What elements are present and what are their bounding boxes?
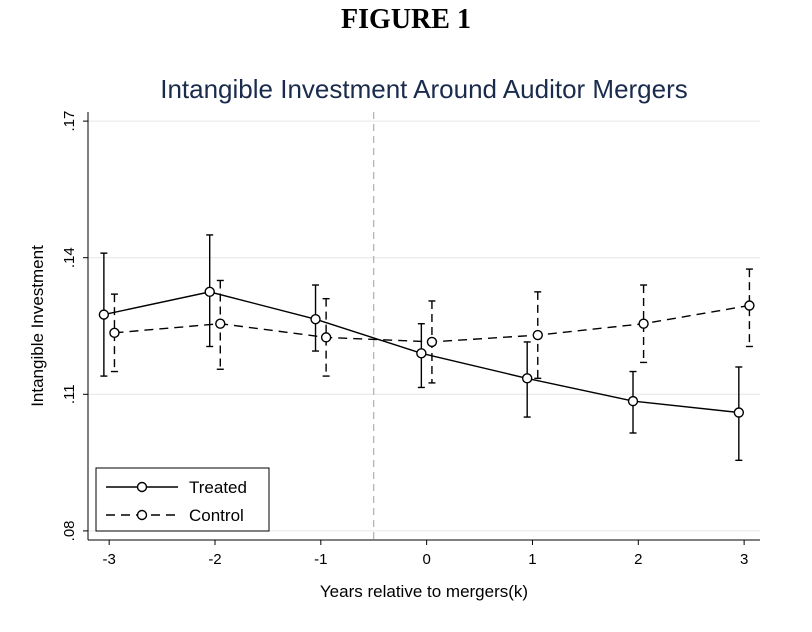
legend-control-marker [136,509,148,521]
control-point [426,336,438,348]
y-tick-label: .08 [61,520,78,541]
x-tick-label: 2 [634,551,642,568]
legend-control-label: Control [189,506,244,525]
treated-point [310,313,321,325]
treated-point [733,407,745,418]
figure-heading: FIGURE 1 [341,4,471,35]
y-axis-title: Intangible Investment [28,245,47,407]
treated-point [204,286,215,298]
treated-point [416,348,427,359]
x-axis-title: Years relative to mergers(k) [320,582,528,601]
ticks: .08 .11 .14 .17 -3 -2 -1 0 1 2 3 [61,111,748,568]
axes [87,112,760,541]
control-point [109,327,120,339]
control-point [320,332,332,343]
legend-treated-marker [136,481,148,493]
x-tick-label: 3 [740,551,748,568]
x-tick-label: -3 [102,551,115,568]
legend-box [95,467,270,532]
x-tick-label: 0 [422,551,430,568]
control-point [532,329,543,341]
y-tick-label: .11 [61,384,78,404]
legend: Treated Control [95,467,270,532]
series [98,234,755,462]
control-point [744,300,755,311]
legend-treated-label: Treated [189,478,247,497]
x-tick-label: -1 [314,551,327,568]
treated-point [521,373,533,384]
x-tick-label: 1 [528,551,536,568]
treated-point [627,395,639,407]
y-tick-label: .14 [61,247,78,268]
chart-title: Intangible Investment Around Auditor Mer… [160,74,688,104]
y-tick-label: .17 [61,111,78,132]
control-point [638,318,649,329]
x-tick-label: -2 [208,551,221,568]
control-point [215,318,226,329]
treated-point [98,309,110,320]
